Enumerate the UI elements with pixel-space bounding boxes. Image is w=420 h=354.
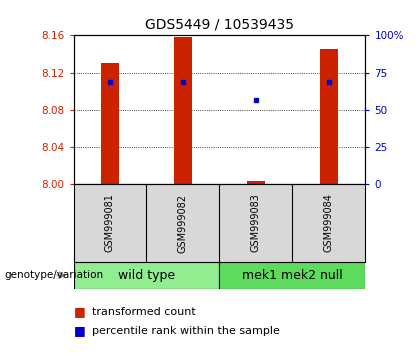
Bar: [220, 262, 365, 289]
Text: genotype/variation: genotype/variation: [4, 270, 103, 280]
Text: ■: ■: [74, 305, 85, 318]
Bar: [174, 37, 192, 184]
Text: GSM999082: GSM999082: [178, 194, 188, 252]
Bar: [320, 49, 338, 184]
Text: GSM999083: GSM999083: [251, 194, 261, 252]
Bar: [74, 262, 220, 289]
Text: GSM999081: GSM999081: [105, 194, 115, 252]
Text: percentile rank within the sample: percentile rank within the sample: [92, 326, 280, 336]
Text: GSM999084: GSM999084: [324, 194, 334, 252]
Text: ■: ■: [74, 325, 85, 337]
Text: transformed count: transformed count: [92, 307, 196, 316]
Title: GDS5449 / 10539435: GDS5449 / 10539435: [145, 17, 294, 32]
Text: wild type: wild type: [118, 269, 175, 282]
Bar: [247, 181, 265, 184]
Text: mek1 mek2 null: mek1 mek2 null: [242, 269, 343, 282]
Bar: [101, 63, 119, 184]
